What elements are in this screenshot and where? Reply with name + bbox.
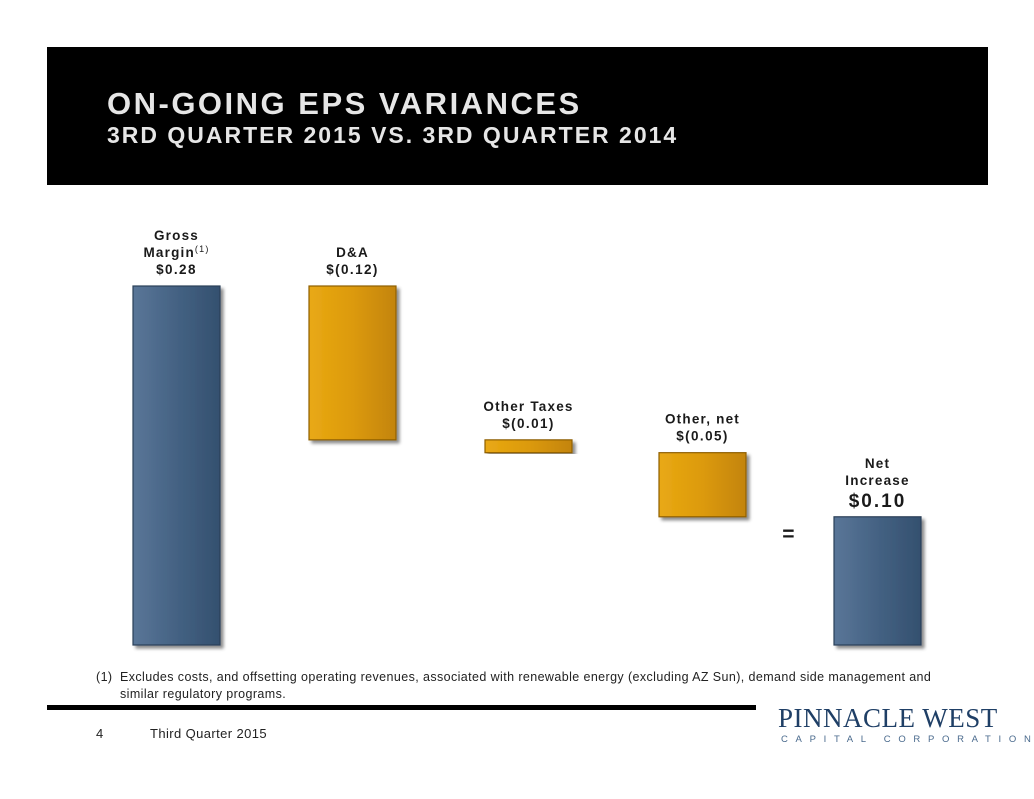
logo-name: PINNACLE WEST (778, 703, 998, 733)
bar-category-label: D&A (336, 245, 369, 260)
footer-period: Third Quarter 2015 (150, 726, 268, 741)
bar-d-a (308, 285, 397, 441)
equals-sign: = (782, 523, 795, 546)
bar-value-label: $(0.05) (676, 429, 729, 444)
footer-divider (47, 705, 756, 710)
bar-other-taxes (484, 439, 573, 454)
bar-value-label: $(0.12) (326, 262, 379, 277)
footnote-text-line1: Excludes costs, and offsetting operating… (120, 670, 932, 684)
bar-category-label: Increase (845, 473, 909, 488)
footnote: (1) Excludes costs, and offsetting operat… (96, 669, 976, 703)
bar-value-label: $0.28 (156, 262, 197, 277)
bar-value-label: $0.10 (849, 491, 907, 512)
title-banner: ON-GOING EPS VARIANCES 3RD QUARTER 2015 … (47, 47, 988, 185)
page-number: 4 (96, 726, 104, 741)
logo-subtitle: CAPITAL CORPORATION (781, 734, 1034, 745)
bar-category-label: Net (865, 456, 890, 471)
bar-category-label: Other, net (665, 412, 740, 427)
slide-subtitle: 3RD QUARTER 2015 VS. 3RD QUARTER 2014 (107, 122, 679, 148)
bar-other-net (658, 452, 747, 518)
bar-category-label: Gross (154, 228, 199, 243)
bar-category-label: Margin(1) (143, 244, 209, 260)
bar-net-increase (833, 516, 922, 646)
bar-value-label: $(0.01) (502, 416, 555, 431)
bar-category-label: Other Taxes (483, 399, 573, 414)
bar-gross-margin (132, 285, 221, 646)
slide-title: ON-GOING EPS VARIANCES (107, 86, 582, 121)
company-logo: PINNACLE WEST CAPITAL CORPORATION (778, 703, 1031, 749)
superscript-footnote-ref: (1) (195, 244, 210, 254)
footnote-text-line2: similar regulatory programs. (120, 687, 287, 701)
footnote-marker: (1) (96, 670, 113, 684)
